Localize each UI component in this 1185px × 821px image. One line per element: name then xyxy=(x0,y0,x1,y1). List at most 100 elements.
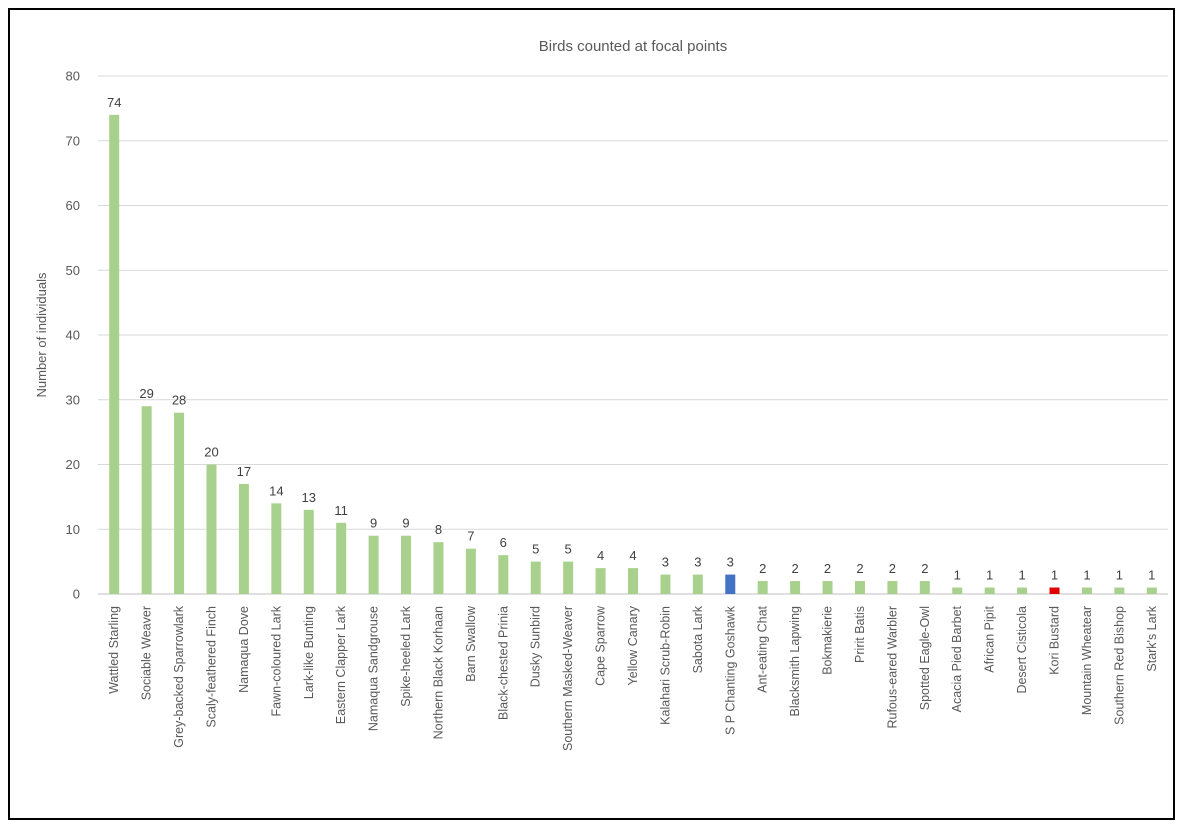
bar-wattled-starling xyxy=(109,114,120,594)
y-tick-label: 80 xyxy=(66,69,80,84)
y-tick-label: 50 xyxy=(66,263,80,278)
x-category-label: Spike-heeled Lark xyxy=(399,605,413,707)
bar-black-chested-prinia xyxy=(498,555,509,594)
x-category-label: Scaly-feathered Finch xyxy=(204,606,218,728)
x-category-label: Northern Black Korhaan xyxy=(431,606,445,739)
bar-lark-like-bunting xyxy=(303,509,314,594)
data-label: 28 xyxy=(172,393,186,408)
y-axis-ticks: 0 10 20 30 40 50 60 70 80 xyxy=(66,69,80,602)
chart-frame: Birds counted at focal points Number of … xyxy=(8,8,1175,820)
data-label: 5 xyxy=(565,542,572,557)
data-label: 2 xyxy=(824,561,831,576)
bar-fawn-coloured-lark xyxy=(271,503,282,594)
x-category-label: Kalahari Scrub-Robin xyxy=(658,606,672,725)
bar-cape-sparrow xyxy=(595,568,606,594)
data-label: 1 xyxy=(986,568,993,583)
x-category-label: Stark's Lark xyxy=(1145,605,1159,671)
data-label: 2 xyxy=(856,561,863,576)
bar-sociable-weaver xyxy=(141,406,152,594)
x-category-label: Cape Sparrow xyxy=(594,605,608,686)
x-category-label: Black-chested Prinia xyxy=(496,606,510,720)
bar-southern-red-bishop xyxy=(1114,587,1125,594)
x-category-label: Rufous-eared Warbler xyxy=(885,606,899,729)
data-label: 1 xyxy=(1083,568,1090,583)
bar-dusky-sunbird xyxy=(530,561,541,594)
bar-namaqua-dove xyxy=(238,483,249,594)
x-category-label: Sociable Weaver xyxy=(140,606,154,700)
x-category-label: Wattled Starling xyxy=(107,606,121,694)
x-category-label: Eastern Clapper Lark xyxy=(334,605,348,724)
data-label: 3 xyxy=(727,555,734,570)
bar-chart: Birds counted at focal points Number of … xyxy=(34,38,1168,751)
bar-northern-black-korhaan xyxy=(433,542,444,594)
bar-namaqua-sandgrouse xyxy=(368,535,379,594)
data-label: 1 xyxy=(1148,568,1155,583)
x-category-label: Southern Masked-Weaver xyxy=(561,606,575,751)
data-label: 3 xyxy=(662,555,669,570)
x-category-label: Ant-eating Chat xyxy=(756,605,770,692)
y-tick-label: 0 xyxy=(73,587,80,602)
x-category-label: Desert Cisticola xyxy=(1015,606,1029,694)
bar-s-p-chanting-goshawk xyxy=(725,574,736,594)
x-category-label: Sabota Lark xyxy=(691,605,705,673)
y-axis-label: Number of individuals xyxy=(34,272,49,398)
x-category-label: Lark-like Bunting xyxy=(302,606,316,699)
x-category-label: Grey-backed Sparrowlark xyxy=(172,605,186,747)
y-tick-label: 30 xyxy=(66,392,80,407)
data-label: 2 xyxy=(759,561,766,576)
bars xyxy=(109,114,1157,594)
bar-spotted-eagle-owl xyxy=(919,581,930,594)
data-label: 3 xyxy=(694,555,701,570)
y-tick-label: 60 xyxy=(66,198,80,213)
x-category-label: Kori Bustard xyxy=(1048,606,1062,675)
data-label: 14 xyxy=(269,483,283,498)
x-category-label: Acacia Pied Barbet xyxy=(950,605,964,712)
y-tick-label: 10 xyxy=(66,522,80,537)
y-tick-label: 20 xyxy=(66,457,80,472)
bar-blacksmith-lapwing xyxy=(790,581,801,594)
x-category-label: Mountain Wheatear xyxy=(1080,606,1094,715)
x-axis-categories: Wattled Starling Sociable Weaver Grey-back… xyxy=(107,605,1159,751)
bar-rufous-eared-warbler xyxy=(887,581,898,594)
x-category-label: Spotted Eagle-Owl xyxy=(918,606,932,710)
bar-pririt-batis xyxy=(854,581,865,594)
bar-spike-heeled-lark xyxy=(401,535,412,594)
bar-stark-s-lark xyxy=(1146,587,1157,594)
bar-desert-cisticola xyxy=(1017,587,1028,594)
bar-african-pipit xyxy=(984,587,995,594)
data-label: 9 xyxy=(402,516,409,531)
data-label: 4 xyxy=(597,548,604,563)
data-label: 74 xyxy=(107,95,121,110)
y-tick-label: 40 xyxy=(66,328,80,343)
bar-mountain-wheatear xyxy=(1081,587,1092,594)
data-label: 1 xyxy=(1018,568,1025,583)
x-category-label: Bokmakierie xyxy=(821,606,835,675)
x-category-label: African Pipit xyxy=(983,605,997,672)
bar-barn-swallow xyxy=(465,548,476,594)
x-category-label: Blacksmith Lapwing xyxy=(788,606,802,717)
data-label: 2 xyxy=(889,561,896,576)
bar-acacia-pied-barbet xyxy=(952,587,963,594)
x-category-label: Dusky Sunbird xyxy=(529,606,543,687)
x-category-label: Southern Red Bishop xyxy=(1112,606,1126,725)
x-category-label: Barn Swallow xyxy=(464,605,478,682)
bar-kalahari-scrub-robin xyxy=(660,574,671,594)
bar-grey-backed-sparrowlark xyxy=(174,412,185,594)
x-category-label: Yellow Canary xyxy=(626,605,640,685)
data-label: 2 xyxy=(792,561,799,576)
bar-ant-eating-chat xyxy=(757,581,768,594)
bar-eastern-clapper-lark xyxy=(336,522,347,594)
bar-yellow-canary xyxy=(628,568,638,594)
x-category-label: Fawn-coloured Lark xyxy=(269,605,283,716)
chart-title: Birds counted at focal points xyxy=(539,38,727,55)
y-tick-label: 70 xyxy=(66,133,80,148)
x-category-label: Namaqua Dove xyxy=(237,606,251,693)
data-label: 1 xyxy=(1051,568,1058,583)
data-label: 9 xyxy=(370,516,377,531)
bar-bokmakierie xyxy=(822,581,833,594)
data-label: 13 xyxy=(302,490,316,505)
bar-kori-bustard xyxy=(1049,587,1060,594)
bar-scaly-feathered-finch xyxy=(206,464,217,594)
data-label: 29 xyxy=(139,386,153,401)
